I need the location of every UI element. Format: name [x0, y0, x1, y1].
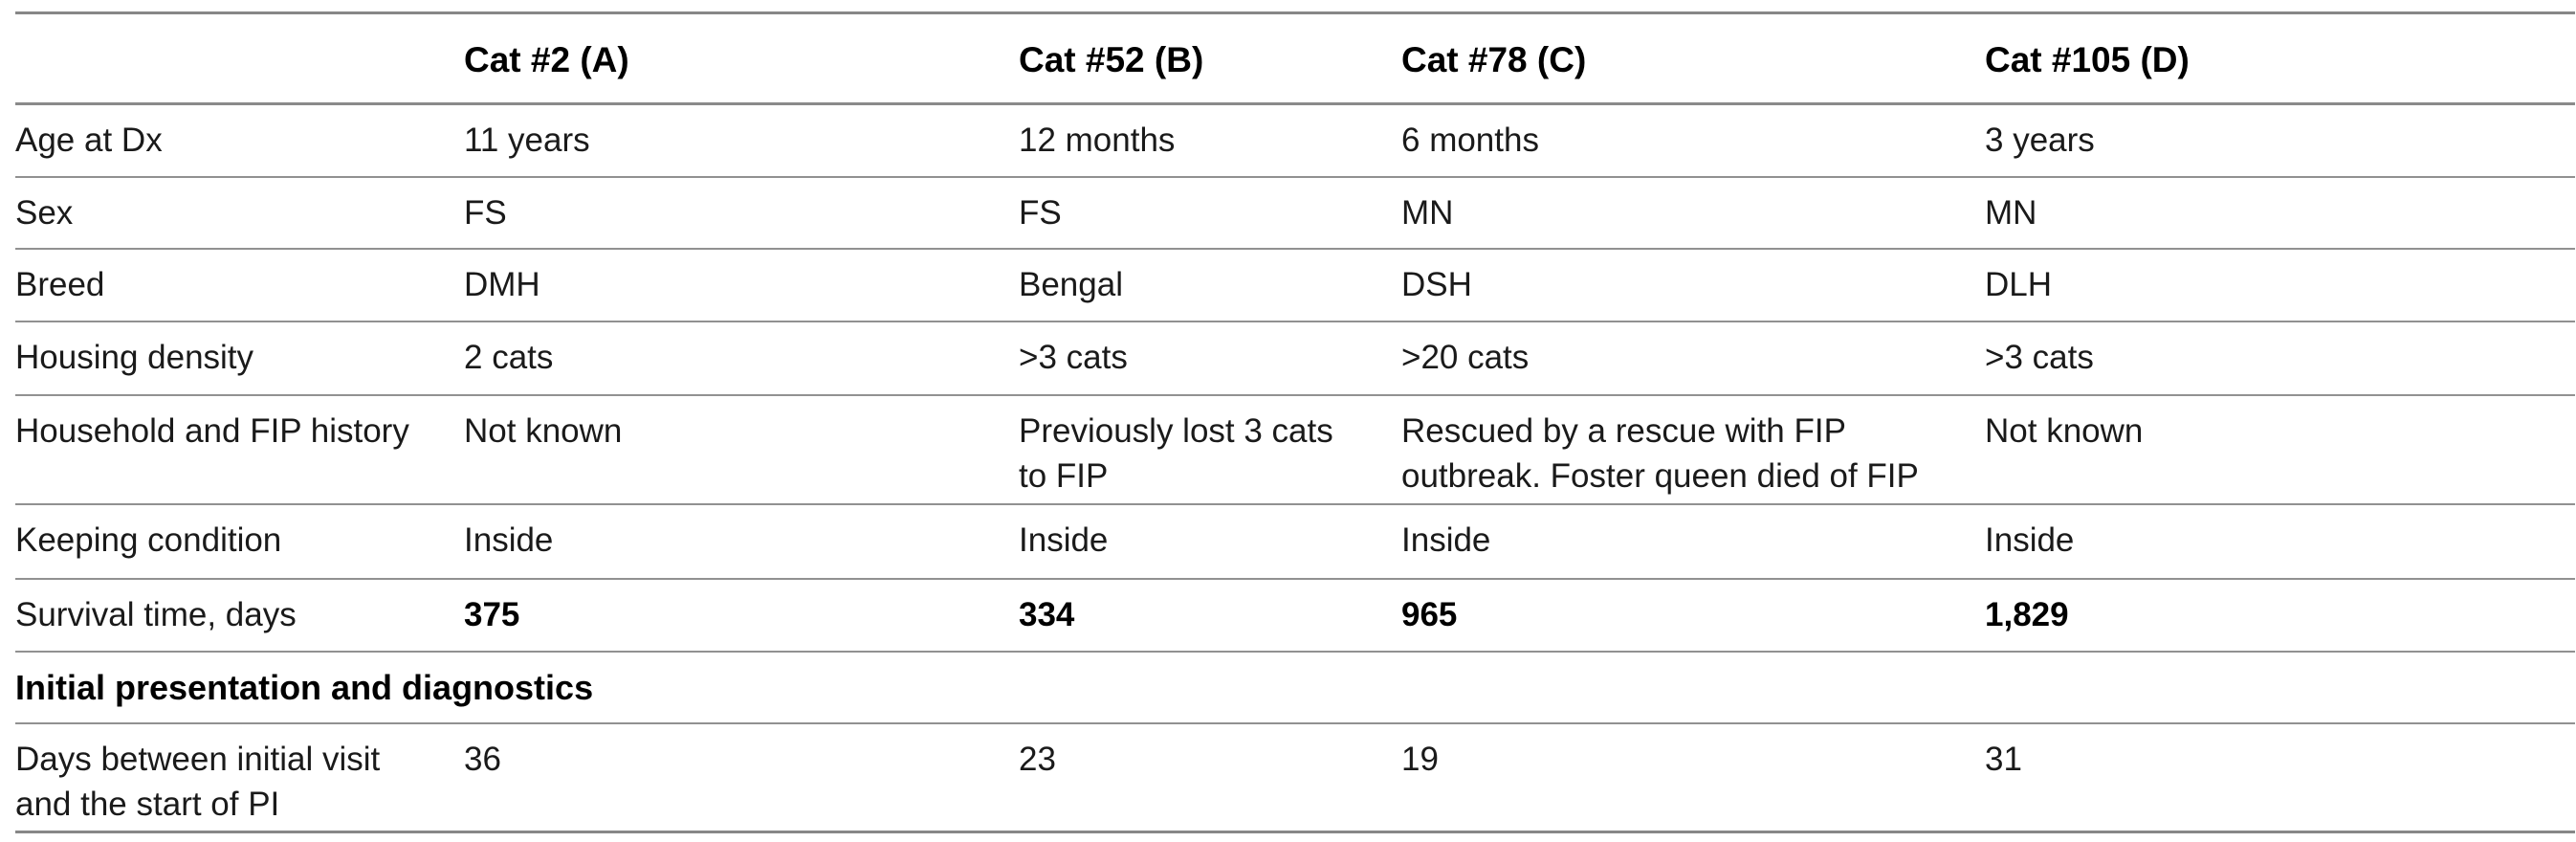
row-sex: Sex FS FS MN MN	[15, 176, 2575, 250]
cell-value: MN	[1985, 176, 2575, 250]
cell-value: Previously lost 3 cats to FIP	[1019, 394, 1401, 505]
cell-value: DSH	[1401, 248, 1985, 322]
cell-value: Inside	[1985, 503, 2575, 580]
cell-value: MN	[1401, 176, 1985, 250]
cell-value: 23	[1019, 722, 1401, 833]
row-survival-time: Survival time, days 375 334 965 1,829	[15, 578, 2575, 653]
cell-value: >3 cats	[1019, 321, 1401, 396]
cell-value: Rescued by a rescue with FIP outbreak. F…	[1401, 394, 1985, 505]
cell-value: Inside	[1401, 503, 1985, 580]
row-breed: Breed DMH Bengal DSH DLH	[15, 248, 2575, 322]
section-header: Initial presentation and diagnostics	[15, 651, 2575, 724]
cell-value: FS	[464, 176, 1019, 250]
row-label: Sex	[15, 176, 464, 250]
row-label: Housing density	[15, 321, 464, 396]
cell-value: 334	[1019, 578, 1401, 653]
row-age-at-dx: Age at Dx 11 years 12 months 6 months 3 …	[15, 103, 2575, 178]
row-label: Keeping condition	[15, 503, 464, 580]
row-label: Household and FIP history	[15, 394, 464, 505]
row-keeping-condition: Keeping condition Inside Inside Inside I…	[15, 503, 2575, 580]
case-comparison-table: Cat #2 (A) Cat #52 (B) Cat #78 (C) Cat #…	[15, 11, 2575, 833]
cell-value: Inside	[464, 503, 1019, 580]
column-header-cat-105: Cat #105 (D)	[1985, 12, 2575, 105]
cell-value: 12 months	[1019, 103, 1401, 178]
cell-value: 1,829	[1985, 578, 2575, 653]
cell-value: 36	[464, 722, 1019, 833]
cell-value: 2 cats	[464, 321, 1019, 396]
cell-value: >3 cats	[1985, 321, 2575, 396]
cell-value: 3 years	[1985, 103, 2575, 178]
column-header-cat-52: Cat #52 (B)	[1019, 12, 1401, 105]
row-housing-density: Housing density 2 cats >3 cats >20 cats …	[15, 321, 2575, 396]
table-header-row: Cat #2 (A) Cat #52 (B) Cat #78 (C) Cat #…	[15, 12, 2575, 105]
section-row-initial-presentation: Initial presentation and diagnostics	[15, 651, 2575, 724]
row-label: Breed	[15, 248, 464, 322]
cell-value: Inside	[1019, 503, 1401, 580]
cell-value: 965	[1401, 578, 1985, 653]
row-label: Age at Dx	[15, 103, 464, 178]
cell-value: FS	[1019, 176, 1401, 250]
row-household-fip-history: Household and FIP history Not known Prev…	[15, 394, 2575, 505]
cell-value: Not known	[1985, 394, 2575, 505]
column-header-cat-78: Cat #78 (C)	[1401, 12, 1985, 105]
cell-value: 19	[1401, 722, 1985, 833]
row-label: Survival time, days	[15, 578, 464, 653]
cell-value: DLH	[1985, 248, 2575, 322]
cell-value: DMH	[464, 248, 1019, 322]
row-days-to-pi-start: Days between initial visit and the start…	[15, 722, 2575, 833]
cell-value: Bengal	[1019, 248, 1401, 322]
cell-value: Not known	[464, 394, 1019, 505]
cell-value: 6 months	[1401, 103, 1985, 178]
case-comparison-table-wrap: Cat #2 (A) Cat #52 (B) Cat #78 (C) Cat #…	[15, 11, 2575, 833]
cell-value: >20 cats	[1401, 321, 1985, 396]
row-label: Days between initial visit and the start…	[15, 722, 464, 833]
column-header-blank	[15, 12, 464, 105]
cell-value: 31	[1985, 722, 2575, 833]
cell-value: 375	[464, 578, 1019, 653]
column-header-cat-2: Cat #2 (A)	[464, 12, 1019, 105]
cell-value: 11 years	[464, 103, 1019, 178]
